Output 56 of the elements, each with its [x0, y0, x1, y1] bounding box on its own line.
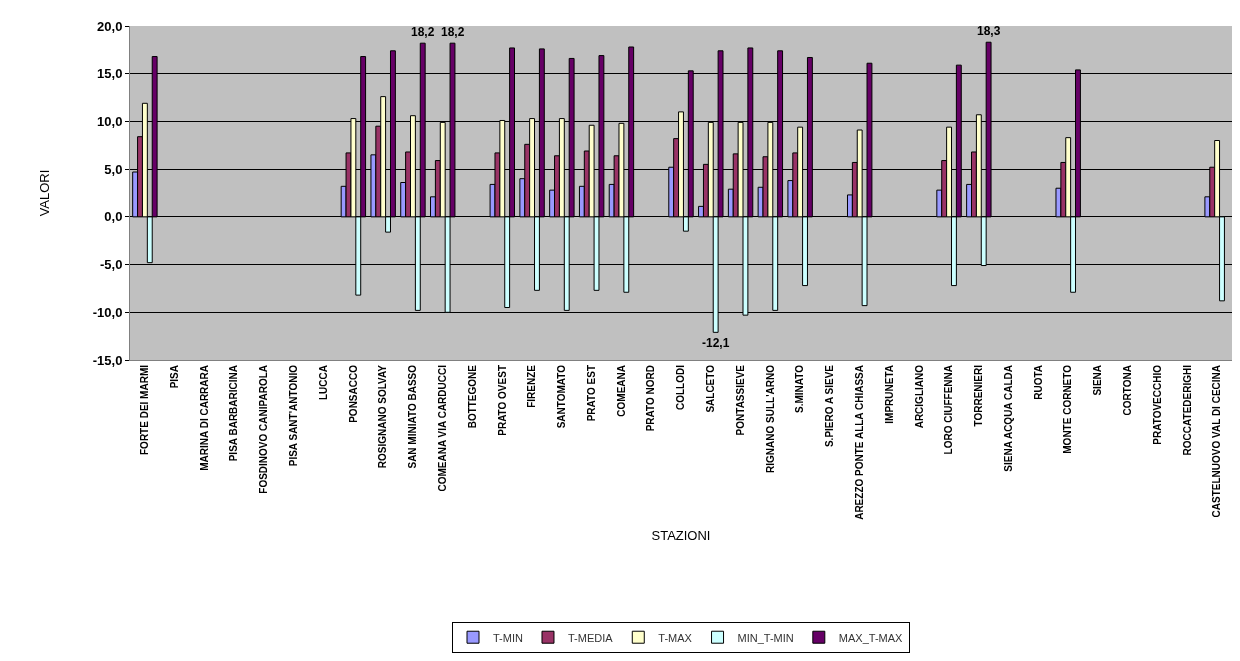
- x-tick-label: FIRENZE: [526, 364, 538, 408]
- x-tick-label: PRATOVECCHIO: [1151, 364, 1163, 445]
- legend-label: MIN_T-MIN: [737, 631, 794, 644]
- x-tick-label: ARCIGLIANO: [913, 364, 925, 429]
- x-tick-label: LUCCA: [317, 365, 329, 400]
- legend-label: T-MEDIA: [567, 631, 614, 644]
- y-tick-label: 10,0: [97, 113, 123, 129]
- x-tick-label: PRATO EST: [585, 365, 597, 422]
- x-tick-label: BOTTEGONE: [466, 364, 478, 429]
- y-tick-label: 20,0: [97, 18, 123, 34]
- legend-label: MAX_T-MAX: [838, 631, 904, 644]
- y-axis-title: VALORI: [36, 169, 52, 217]
- x-tick-label: CORTONA: [1122, 365, 1134, 416]
- x-tick-label: PISA: [168, 365, 180, 389]
- y-tick-label: 0,0: [104, 209, 123, 225]
- data-label: -12,1: [702, 336, 730, 350]
- x-tick-label: PRATO NORD: [645, 365, 657, 432]
- x-tick-label: SAN MINIATO BASSO: [407, 364, 419, 469]
- x-tick-label: LORO CIUFFENNA: [943, 365, 955, 455]
- y-tick-label: -15,0: [92, 352, 123, 368]
- legend-label: T-MAX: [658, 631, 693, 644]
- y-tick-label: -10,0: [92, 304, 123, 320]
- x-tick-label: PONTASSIEVE: [734, 364, 746, 436]
- x-tick-label: IMPRUNETA: [883, 365, 895, 424]
- x-tick-label: PRATO OVEST: [496, 365, 508, 436]
- x-tick-label: PISA BARBARICINA: [228, 365, 240, 462]
- x-tick-label: COMEANA: [615, 365, 627, 417]
- x-tick-label: CASTELNUOVO VAL DI CECINA: [1211, 365, 1223, 518]
- x-tick-label: ROSIGNANO SOLVAY: [377, 364, 389, 469]
- data-label: 18,3: [977, 24, 1001, 38]
- y-tick-label: 15,0: [97, 66, 123, 82]
- x-tick-label: SIENA: [1092, 365, 1104, 396]
- data-label: 18,2: [441, 25, 465, 39]
- x-axis-title: STAZIONI: [651, 528, 711, 544]
- x-tick-label: SALCETO: [705, 364, 717, 413]
- x-tick-label: COMEANA VIA CARDUCCI: [436, 364, 448, 492]
- x-tick-label: TORRENIERI: [973, 364, 985, 427]
- x-tick-label: RIGNANO SULL'ARNO: [764, 364, 776, 473]
- x-tick-label: FOSDINOVO CANIPAROLA: [258, 365, 270, 494]
- x-tick-label: PISA SANT'ANTONIO: [288, 364, 300, 467]
- x-tick-label: FORTE DEI MARMI: [139, 364, 151, 455]
- x-tick-label: AREZZO PONTE ALLA CHIASSA: [853, 365, 865, 520]
- x-tick-label: PONSACCO: [347, 364, 359, 423]
- y-tick-label: -5,0: [99, 257, 123, 273]
- x-tick-label: MONTE CORNETO: [1062, 364, 1074, 454]
- x-tick-label: COLLODI: [675, 364, 687, 410]
- data-label: 18,2: [411, 25, 435, 39]
- x-tick-label: SIENA ACQUA CALDA: [1002, 365, 1014, 472]
- y-tick-label: 5,0: [104, 161, 123, 177]
- legend-label: T-MIN: [493, 631, 523, 644]
- x-tick-label: S.PIERO A SIEVE: [824, 364, 836, 448]
- x-tick-label: ROCCATEDERIGHI: [1181, 364, 1193, 456]
- x-tick-label: RUOTA: [1032, 365, 1044, 400]
- x-tick-label: S.MINATO: [794, 364, 806, 413]
- x-tick-label: SANTOMATO: [556, 364, 568, 429]
- x-tick-label: MARINA DI CARRARA: [198, 365, 210, 471]
